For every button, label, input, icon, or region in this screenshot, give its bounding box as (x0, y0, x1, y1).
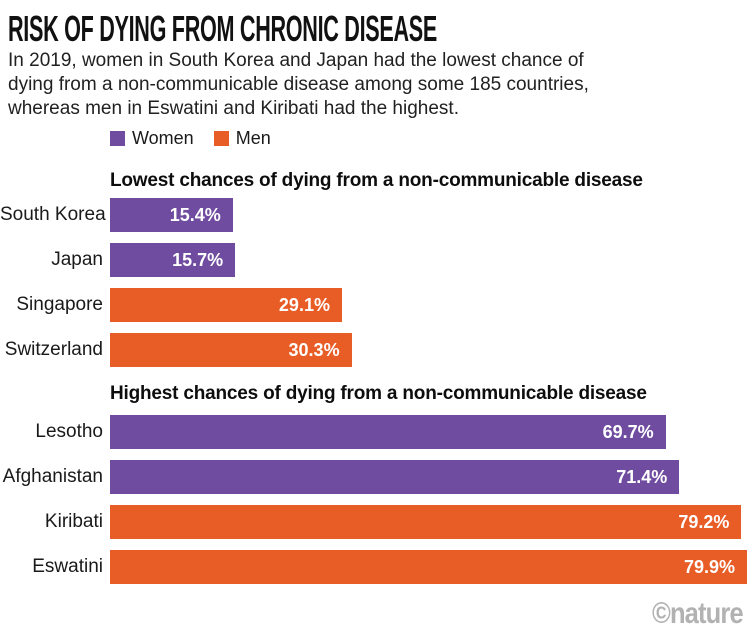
women-swatch-icon (110, 131, 125, 146)
nature-watermark: ©nature (652, 597, 744, 630)
bar-group-highest: Lesotho 69.7% Afghanistan 71.4% Kiribati… (0, 415, 751, 595)
bar-row: Afghanistan 71.4% (0, 460, 751, 494)
legend-item-women: Women (110, 128, 194, 149)
bar-switzerland: 30.3% (110, 333, 352, 367)
country-label: Kiribati (44, 511, 103, 532)
country-label: Singapore (16, 294, 103, 315)
bar-value-label: 79.9% (683, 556, 736, 577)
subtitle-line: whereas men in Eswatini and Kiribati had… (8, 98, 459, 119)
bar-lesotho: 69.7% (110, 415, 666, 449)
section-header-lowest: Lowest chances of dying from a non-commu… (110, 170, 643, 191)
chart-subtitle: In 2019, women in South Korea and Japan … (8, 49, 589, 121)
bar-group-lowest: South Korea 15.4% Japan 15.7% Singapore … (0, 198, 751, 378)
country-label: Afghanistan (2, 466, 103, 487)
bar-japan: 15.7% (110, 243, 236, 277)
legend-label-women: Women (132, 128, 194, 148)
bar-row: Kiribati 79.2% (0, 505, 751, 539)
bar-value-label: 30.3% (288, 339, 340, 360)
bar-track: 71.4% (110, 460, 751, 494)
bar-eswatini: 79.9% (110, 550, 748, 584)
bar-track: 15.7% (110, 243, 751, 277)
country-label: Eswatini (32, 556, 103, 577)
subtitle-line: dying from a non-communicable disease am… (8, 74, 589, 95)
bar-value-label: 79.2% (678, 511, 730, 532)
country-label: South Korea (0, 204, 106, 225)
legend: Women Men (110, 128, 271, 149)
bar-track: 79.2% (110, 505, 751, 539)
bar-singapore: 29.1% (110, 288, 342, 322)
section-header-highest: Highest chances of dying from a non-comm… (110, 383, 647, 404)
bar-track: 15.4% (110, 198, 751, 232)
bar-row: Singapore 29.1% (0, 288, 751, 322)
bar-value-label: 69.7% (602, 421, 654, 442)
bar-row: Japan 15.7% (0, 243, 751, 277)
bar-value-label: 71.4% (616, 466, 668, 487)
bar-value-label: 15.7% (172, 249, 224, 270)
legend-item-men: Men (213, 128, 271, 149)
legend-label-men: Men (235, 128, 271, 148)
bar-row: Switzerland 30.3% (0, 333, 751, 367)
country-label: Japan (51, 249, 103, 270)
men-swatch-icon (213, 131, 229, 146)
bar-row: Lesotho 69.7% (0, 415, 751, 449)
country-label: Lesotho (35, 421, 103, 442)
bar-track: 29.1% (110, 288, 751, 322)
bar-value-label: 15.4% (169, 204, 221, 225)
bar-row: South Korea 15.4% (0, 198, 751, 232)
bar-south-korea: 15.4% (110, 198, 233, 232)
bar-track: 79.9% (110, 550, 751, 584)
bar-track: 69.7% (110, 415, 751, 449)
chart-title: RISK OF DYING FROM CHRONIC DISEASE (8, 8, 438, 49)
bar-track: 30.3% (110, 333, 751, 367)
bar-kiribati: 79.2% (110, 505, 742, 539)
bar-value-label: 29.1% (278, 294, 330, 315)
subtitle-line: In 2019, women in South Korea and Japan … (8, 50, 584, 71)
country-label: Switzerland (4, 339, 103, 360)
bar-row: Eswatini 79.9% (0, 550, 751, 584)
bar-afghanistan: 71.4% (110, 460, 680, 494)
